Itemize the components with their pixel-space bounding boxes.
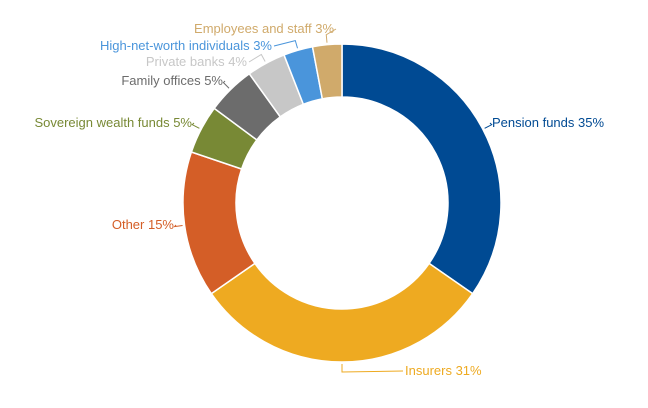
slice-employees-and-staff [311,43,343,100]
leader-pension-funds [484,122,493,129]
label-high-net-worth-individuals: High-net-worth individuals 3% [100,38,272,53]
leader-lines [173,28,493,373]
slice-labels: Pension funds 35% Insurers 31% Other 15%… [34,21,604,378]
label-private-banks: Private banks 4% [146,54,248,69]
leader-employees-and-staff [325,28,337,43]
label-family-offices: Family offices 5% [121,73,223,88]
label-other: Other 15% [112,217,175,232]
slice-pension-funds [341,43,502,295]
donut-slices [182,43,502,363]
label-sovereign-wealth-funds: Sovereign wealth funds 5% [34,115,192,130]
leader-private-banks [248,53,266,63]
label-employees-and-staff: Employees and staff 3% [194,21,334,36]
label-insurers: Insurers 31% [405,363,482,378]
leader-family-offices [222,80,230,89]
label-pension-funds: Pension funds 35% [492,115,604,130]
slice-insurers [210,262,474,363]
leader-other [173,224,183,228]
leader-high-net-worth-individuals [273,39,298,49]
leader-insurers [341,364,404,373]
leader-sovereign-wealth-funds [191,122,200,129]
